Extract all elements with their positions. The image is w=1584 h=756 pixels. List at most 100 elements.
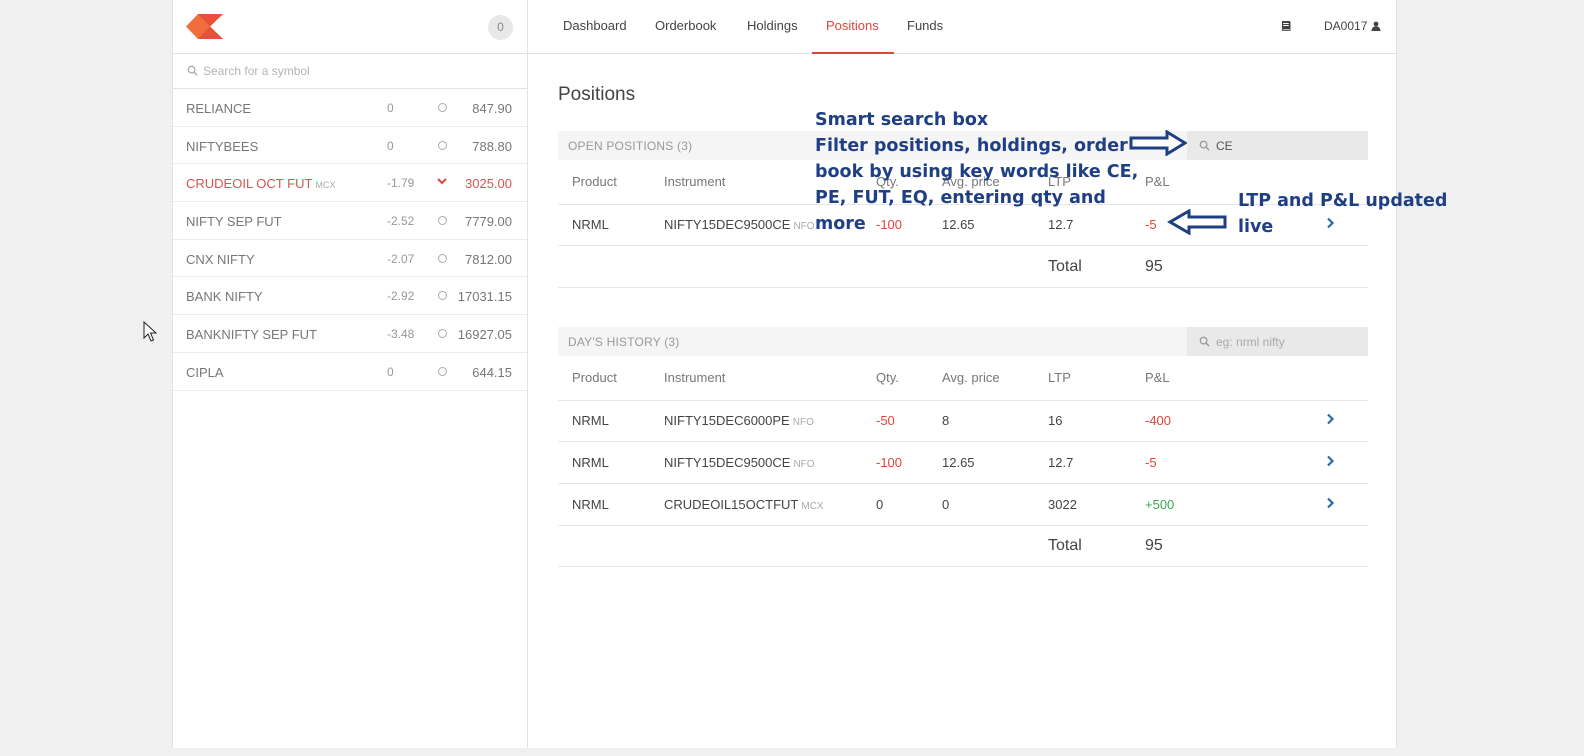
days-history-filter-input[interactable]	[1216, 330, 1361, 353]
percent-change: 0	[387, 101, 394, 115]
watchlist-item[interactable]: BANKNIFTY SEP FUT -3.48 16927.05	[173, 315, 527, 353]
sidebar-header: 0	[173, 0, 527, 54]
flat-indicator-icon	[438, 140, 447, 150]
column-header: P&L	[1145, 356, 1305, 401]
open-positions-filter-input[interactable]	[1216, 134, 1361, 157]
last-price: 16927.05	[457, 327, 512, 343]
last-price: 788.80	[472, 138, 512, 154]
table-header-row: Product Instrument Qty. Avg. price LTP P&L	[558, 356, 1368, 401]
last-price: 7812.00	[465, 251, 512, 267]
empty-cell	[664, 245, 876, 288]
table-row[interactable]: NRML NIFTY15DEC9500CE NFO -100 12.65 12.7 -5	[558, 441, 1368, 484]
qty-cell: -50	[876, 400, 942, 443]
instrument-name: NIFTY15DEC6000PE	[664, 413, 790, 429]
flat-indicator-icon	[438, 291, 447, 301]
total-value: 95	[1145, 525, 1305, 568]
table-row[interactable]: NRML NIFTY15DEC6000PE NFO -50 8 16 -400	[558, 400, 1368, 443]
chevron-right-icon[interactable]	[1324, 413, 1336, 425]
chevron-right-icon[interactable]	[1324, 217, 1336, 229]
percent-change: 0	[387, 138, 394, 153]
product-cell: NRML	[558, 400, 664, 443]
symbol-name: BANKNIFTY SEP FUT	[186, 327, 317, 343]
column-header: Avg. price	[942, 160, 1048, 205]
tab-positions[interactable]: Positions	[812, 0, 894, 54]
notification-count-badge[interactable]: 0	[488, 15, 513, 40]
open-positions-filter	[1187, 131, 1368, 160]
symbol-search	[173, 54, 527, 89]
right-arrow-icon	[1129, 130, 1187, 156]
instrument-cell: NIFTY15DEC9500CE NFO	[664, 441, 876, 484]
annotation-line: live	[1238, 217, 1274, 237]
user-icon	[1371, 21, 1381, 31]
column-header: Avg. price	[942, 356, 1048, 401]
days-history-title: DAY'S HISTORY (3)	[568, 335, 680, 349]
percent-change: -2.92	[387, 289, 415, 304]
ltp-cell: 16	[1048, 400, 1145, 443]
column-header: Qty.	[876, 356, 942, 401]
search-icon	[1199, 140, 1210, 151]
open-positions-header: OPEN POSITIONS (3)	[558, 131, 1368, 160]
row-action-cell[interactable]	[1305, 441, 1368, 484]
empty-cell	[942, 525, 1048, 568]
row-action-cell[interactable]	[1305, 400, 1368, 443]
tab-dashboard[interactable]: Dashboard	[563, 18, 627, 33]
chevron-right-icon[interactable]	[1324, 497, 1336, 509]
smart-search-annotation: Smart search box Filter positions, holdin…	[815, 107, 1138, 237]
table-row[interactable]: NRML CRUDEOIL15OCTFUT MCX 0 0 3022 +500	[558, 483, 1368, 526]
watchlist-item[interactable]: NIFTYBEES 0 788.80	[173, 127, 527, 165]
empty-cell	[1305, 525, 1368, 568]
mouse-cursor-icon	[143, 321, 157, 342]
flat-indicator-icon	[438, 103, 447, 112]
days-history-header: DAY'S HISTORY (3)	[558, 327, 1368, 356]
watchlist-sidebar: 0 RELIANCE 0 847.90 NIFTYBEES 0 788.80 CRUDEOI…	[173, 0, 528, 748]
instrument-name: NIFTY15DEC9500CE	[664, 217, 791, 233]
symbol-search-input[interactable]	[203, 59, 513, 83]
exchange-tag: NFO	[793, 221, 815, 233]
watchlist-symbol: NIFTY SEP FUT	[186, 214, 282, 229]
flat-indicator-icon	[438, 329, 447, 339]
total-label: Total	[1048, 245, 1145, 288]
total-value: 95	[1145, 245, 1305, 288]
empty-cell	[558, 245, 664, 288]
instrument-name: NIFTY15DEC9500CE	[664, 455, 791, 471]
tab-holdings[interactable]: Holdings	[747, 18, 798, 33]
row-action-cell[interactable]	[1305, 483, 1368, 526]
qty-cell: -100	[876, 204, 942, 247]
live-update-annotation: LTP and P&L updated live	[1238, 188, 1447, 240]
empty-cell	[664, 525, 876, 568]
pnl-cell: +500	[1145, 483, 1305, 526]
flat-indicator-icon	[438, 366, 447, 376]
instrument-cell: CRUDEOIL15OCTFUT MCX	[664, 483, 876, 526]
row-action-cell[interactable]	[1305, 204, 1368, 247]
kite-logo	[186, 14, 223, 39]
tab-funds[interactable]: Funds	[907, 18, 944, 33]
last-price: 3025.00	[465, 176, 512, 192]
watchlist-item[interactable]: CIPLA 0 644.15	[173, 353, 527, 391]
watchlist-item[interactable]: NIFTY SEP FUT -2.52 7779.00	[173, 202, 527, 240]
book-icon[interactable]	[1280, 20, 1292, 32]
table-row[interactable]: NRML NIFTY15DEC9500CE NFO -100 12.65 12.7 -5	[558, 204, 1368, 247]
percent-change: -2.07	[387, 251, 415, 266]
ltp-cell: 12.7	[1048, 441, 1145, 484]
instrument-cell: NIFTY15DEC6000PE NFO	[664, 400, 876, 443]
total-row: Total 95	[558, 245, 1368, 288]
chevron-right-icon[interactable]	[1324, 455, 1336, 467]
total-label: Total	[1048, 525, 1145, 568]
pnl-cell: -400	[1145, 400, 1305, 443]
tab-orderbook[interactable]: Orderbook	[655, 18, 717, 33]
watchlist-symbol: CIPLA	[186, 365, 224, 380]
symbol-name: CIPLA	[186, 364, 224, 380]
open-positions-table: Product Instrument Qty. Avg. price LTP P&L NR…	[558, 160, 1368, 288]
watchlist-symbol: RELIANCE	[186, 101, 251, 116]
last-price: 17031.15	[457, 289, 512, 305]
user-menu[interactable]: DA0017	[1324, 19, 1381, 33]
watchlist-item[interactable]: CNX NIFTY -2.07 7812.00	[173, 240, 527, 278]
watchlist-item[interactable]: CRUDEOIL OCT FUT MCX -1.79 3025.00	[173, 164, 527, 203]
symbol-name: NIFTY SEP FUT	[186, 214, 282, 230]
product-cell: NRML	[558, 441, 664, 484]
watchlist-item[interactable]: RELIANCE 0 847.90	[173, 89, 527, 127]
column-header-action	[1305, 160, 1368, 205]
watchlist-item[interactable]: BANK NIFTY -2.92 17031.15	[173, 277, 527, 316]
empty-cell	[1305, 245, 1368, 288]
column-header: Instrument	[664, 356, 876, 401]
